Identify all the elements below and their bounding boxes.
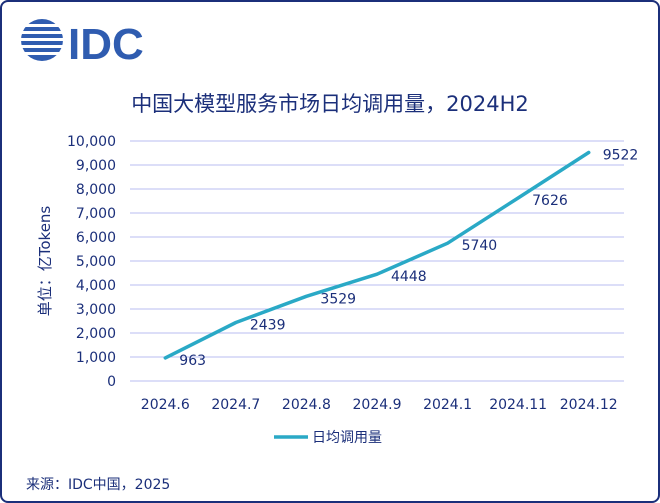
x-tick-label: 2024.8 [282, 397, 331, 413]
data-label: 963 [179, 353, 206, 369]
data-label: 4448 [391, 269, 427, 285]
y-axis-label: 单位：亿Tokens [36, 206, 54, 317]
y-tick-label: 2,000 [76, 326, 116, 342]
y-tick-label: 1,000 [76, 350, 116, 366]
series-line [163, 150, 591, 360]
x-tick-label: 2024.1 [423, 397, 472, 413]
series-layer [163, 150, 591, 360]
y-tick-label: 3,000 [76, 302, 116, 318]
y-tick-labels: 0 1,000 2,000 3,000 4,000 5,000 6,000 7,000 8,00… [67, 134, 116, 390]
y-tick-label: 9,000 [76, 158, 116, 174]
y-tick-label: 7,000 [76, 206, 116, 222]
data-labels: 963 2439 3529 4448 5740 7626 9522 [179, 147, 638, 368]
x-tick-label: 2024.7 [211, 397, 260, 413]
y-tick-label: 8,000 [76, 182, 116, 198]
data-label: 2439 [250, 317, 286, 333]
data-label: 3529 [320, 291, 356, 307]
brand-name: IDC [68, 20, 144, 68]
chart-title: 中国大模型服务市场日均调用量，2024H2 [131, 92, 529, 116]
data-label: 7626 [532, 193, 568, 209]
x-tick-label: 2024.6 [141, 397, 190, 413]
y-tick-label: 4,000 [76, 278, 116, 294]
globe-icon [20, 19, 64, 61]
data-label: 5740 [462, 238, 498, 254]
x-tick-label: 2024.9 [353, 397, 402, 413]
data-label: 9522 [603, 147, 639, 163]
legend: 日均调用量 [274, 430, 382, 446]
y-tick-label: 0 [107, 374, 116, 390]
legend-label: 日均调用量 [312, 430, 382, 446]
x-tick-label: 2024.12 [560, 397, 618, 413]
idc-logo: IDC [20, 19, 144, 68]
x-tick-label: 2024.11 [489, 397, 547, 413]
y-tick-label: 10,000 [67, 134, 116, 150]
x-tick-labels: 2024.6 2024.7 2024.8 2024.9 2024.1 2024.11 202… [141, 397, 618, 413]
source-note: 来源：IDC中国，2025 [26, 477, 171, 493]
y-tick-label: 6,000 [76, 230, 116, 246]
grid-lines [130, 140, 624, 382]
y-tick-label: 5,000 [76, 254, 116, 270]
